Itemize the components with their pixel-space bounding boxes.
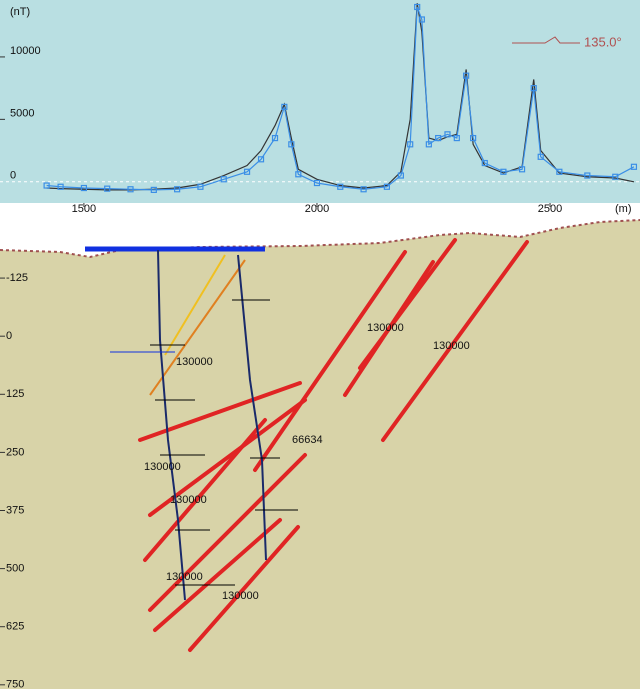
annotation: 130000 bbox=[176, 356, 213, 368]
data-point bbox=[360, 186, 367, 193]
dyke bbox=[253, 250, 407, 472]
dykes bbox=[138, 238, 529, 652]
dyke bbox=[358, 238, 457, 370]
log-traces bbox=[150, 299, 298, 586]
data-point bbox=[281, 103, 288, 110]
data-point bbox=[43, 182, 50, 189]
data-point bbox=[584, 172, 591, 179]
x-tick-label: 1500 bbox=[72, 203, 96, 215]
data-point bbox=[453, 134, 460, 142]
data-point bbox=[57, 183, 64, 190]
series-line bbox=[46, 6, 635, 191]
y-tick-label: 0 bbox=[10, 170, 16, 182]
depth-tick-label: 375 bbox=[6, 504, 24, 516]
terrain bbox=[0, 219, 640, 259]
data-point bbox=[556, 168, 563, 175]
data-point bbox=[295, 171, 302, 178]
depth-tick-label: -125 bbox=[6, 272, 28, 284]
data-point bbox=[150, 186, 157, 193]
data-point bbox=[444, 131, 451, 138]
strike-annotation: 135.0° bbox=[584, 34, 622, 49]
depth-tick-label: 500 bbox=[6, 563, 24, 575]
data-point bbox=[418, 16, 425, 23]
depth-tick-label: 125 bbox=[6, 388, 24, 400]
data-point bbox=[337, 183, 344, 190]
data-point bbox=[80, 184, 88, 192]
x-tick-label: 2000 bbox=[305, 203, 329, 215]
depth-tick-label: 750 bbox=[6, 679, 24, 689]
depth-tick-label: 0 bbox=[6, 330, 12, 342]
magnetic-panel bbox=[0, 0, 640, 203]
data-point bbox=[425, 141, 432, 148]
data-point bbox=[243, 168, 251, 175]
data-point bbox=[481, 159, 488, 167]
annotation: 130000 bbox=[170, 494, 207, 506]
annotation: 130000 bbox=[166, 571, 203, 583]
data-point bbox=[197, 183, 204, 190]
annotation: 66634 bbox=[292, 434, 323, 446]
data-point bbox=[220, 176, 227, 183]
depth-tick-label: 250 bbox=[6, 446, 24, 458]
dyke bbox=[188, 525, 300, 652]
sky bbox=[0, 213, 640, 257]
data-point bbox=[104, 185, 111, 192]
y-tick-label: 10000 bbox=[10, 45, 41, 57]
data-point bbox=[313, 179, 321, 187]
data-point bbox=[435, 134, 442, 142]
annotation: 130000 bbox=[222, 590, 259, 602]
data-point bbox=[407, 141, 414, 148]
depth-tick-label: 625 bbox=[6, 621, 24, 633]
dyke bbox=[143, 418, 267, 562]
trend-line bbox=[164, 254, 226, 356]
x-unit: (m) bbox=[615, 203, 632, 215]
y-tick-label: 5000 bbox=[10, 107, 34, 119]
trend-line bbox=[149, 259, 246, 396]
data-point bbox=[518, 166, 526, 173]
data-point bbox=[500, 168, 507, 175]
x-tick-label: 2500 bbox=[538, 203, 562, 215]
annotation: 130000 bbox=[144, 461, 181, 473]
data-point bbox=[174, 186, 181, 193]
data-point bbox=[257, 156, 265, 163]
data-point bbox=[288, 141, 295, 148]
y-unit: (nT) bbox=[10, 6, 30, 18]
borehole bbox=[157, 249, 186, 601]
section-panel bbox=[0, 213, 640, 689]
annotation: 130000 bbox=[433, 340, 470, 352]
data-point bbox=[537, 153, 544, 160]
data-point bbox=[271, 134, 279, 142]
dyke bbox=[381, 240, 529, 442]
dyke bbox=[148, 453, 307, 612]
data-point bbox=[383, 183, 390, 190]
data-point bbox=[470, 134, 477, 142]
series-line bbox=[46, 3, 635, 191]
annotation: 130000 bbox=[367, 322, 404, 334]
data-point bbox=[612, 173, 619, 180]
data-point bbox=[127, 186, 134, 193]
data-point bbox=[463, 72, 470, 79]
data-point bbox=[530, 85, 537, 92]
data-point bbox=[397, 172, 404, 179]
data-point bbox=[630, 163, 638, 170]
data-point bbox=[414, 3, 421, 11]
dyke bbox=[153, 518, 282, 632]
direction-arrow bbox=[512, 36, 580, 44]
x-axis-strip bbox=[0, 203, 640, 213]
